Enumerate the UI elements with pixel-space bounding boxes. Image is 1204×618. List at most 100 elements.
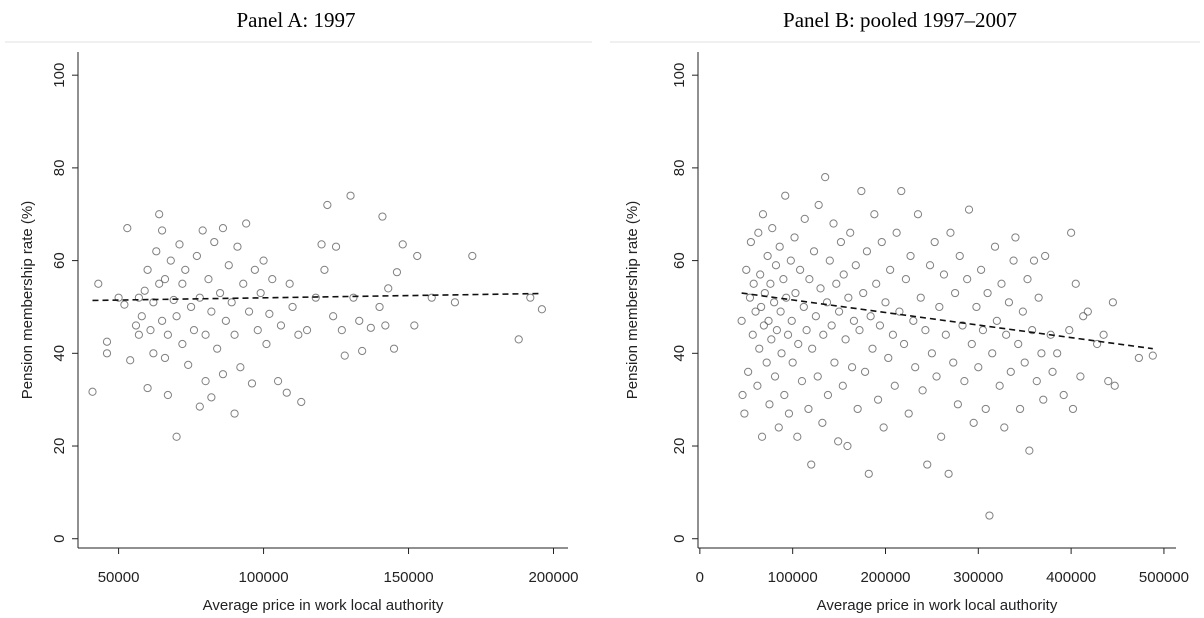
scatter-point [949, 358, 958, 367]
scatter-point [184, 360, 193, 369]
scatter-point [754, 228, 763, 237]
scatter-point [1041, 251, 1050, 261]
scatter-point [953, 400, 962, 409]
scatter-point [771, 261, 781, 270]
scatter-point [937, 432, 946, 441]
scatter-point [137, 312, 146, 321]
scatter-point [273, 377, 283, 386]
scatter-point [816, 284, 825, 293]
scatter-point [823, 390, 833, 400]
scatter-point [870, 210, 879, 219]
scatter-point [972, 302, 981, 312]
scatter-point [94, 279, 103, 288]
scatter-point [134, 330, 143, 339]
scatter-point [866, 312, 875, 321]
scatter-point [201, 377, 210, 386]
scatter-point [843, 441, 852, 451]
scatter-point [974, 363, 983, 372]
x-tick-label: 50000 [98, 569, 140, 586]
scatter-point [1104, 377, 1113, 386]
y-tick-label: 0 [671, 535, 688, 543]
scatter-point [911, 363, 920, 372]
scatter-point [1004, 298, 1014, 307]
scatter-point [149, 298, 158, 307]
scatter-point [514, 335, 523, 344]
scatter-point [152, 247, 161, 256]
scatter-point [790, 233, 799, 242]
scatter-point [860, 367, 870, 376]
scatter-point [797, 377, 807, 386]
scatter-point [201, 330, 210, 339]
scatter-point [126, 356, 135, 365]
scatter-point [230, 409, 239, 418]
scatter-point [1083, 307, 1092, 316]
scatter-point [134, 293, 143, 302]
scatter-point [985, 511, 994, 520]
scatter-point [1032, 377, 1041, 386]
scatter-point [398, 240, 407, 249]
scatter-point [378, 212, 387, 221]
y-tick-label: 40 [51, 345, 68, 362]
scatter-point [331, 242, 341, 251]
scatter-point [766, 279, 775, 288]
scatter-point [838, 381, 847, 390]
scatter-point [1034, 293, 1043, 302]
scatter-point [163, 390, 172, 400]
scatter-point [819, 330, 828, 339]
scatter-point [825, 256, 834, 265]
scatter-point [955, 251, 964, 261]
scatter-point [120, 300, 129, 309]
scatter-point [1108, 298, 1117, 307]
y-tick-label: 80 [51, 160, 68, 177]
y-tick-label: 40 [671, 345, 688, 362]
scatter-point [811, 312, 820, 321]
scatter-point [765, 400, 774, 409]
scatter-point [366, 323, 375, 332]
scatter-point [178, 279, 187, 288]
scatter-point [1000, 423, 1009, 432]
scatter-point [320, 265, 329, 274]
scatter-point [143, 383, 152, 393]
scatter-point [155, 210, 164, 219]
scatter-point [875, 321, 885, 330]
scatter-point [207, 307, 216, 316]
y-tick-label: 100 [51, 63, 68, 88]
scatter-point [468, 251, 477, 261]
scatter-point [809, 247, 819, 256]
scatter-point [909, 316, 918, 325]
scatter-point [537, 305, 547, 314]
scatter-point [218, 370, 228, 379]
scatter-point [978, 326, 988, 335]
y-axis-label: Pension membership rate (%) [624, 201, 641, 399]
scatter-point [992, 316, 1001, 325]
scatter-point [1018, 307, 1027, 316]
scatter-point [868, 344, 877, 353]
scatter-point [890, 381, 899, 390]
scatter-point [1009, 256, 1018, 265]
scatter-point [990, 242, 1000, 251]
scatter-point [862, 247, 872, 256]
scatter-point [1014, 339, 1023, 349]
scatter-point [123, 224, 132, 233]
scatter-point [239, 279, 248, 288]
y-tick-label: 20 [51, 438, 68, 455]
scatter-point [311, 293, 320, 302]
scatter-point [751, 307, 760, 316]
scatter-point [800, 214, 809, 223]
scatter-point [780, 390, 789, 400]
scatter-point [218, 224, 228, 233]
scatter-point [1099, 330, 1108, 339]
scatter-point [1067, 228, 1076, 237]
scatter-point [389, 344, 399, 353]
scatter-point [742, 265, 751, 274]
scatter-point [297, 397, 306, 407]
scatter-point [886, 265, 895, 274]
scatter-point [1134, 353, 1143, 363]
scatter-point [967, 339, 976, 349]
scatter-point [358, 346, 367, 356]
scatter-point [772, 326, 781, 335]
scatter-point [844, 293, 853, 302]
scatter-point [244, 307, 254, 316]
scatter-point [1023, 275, 1032, 284]
scatter-point [864, 469, 873, 478]
